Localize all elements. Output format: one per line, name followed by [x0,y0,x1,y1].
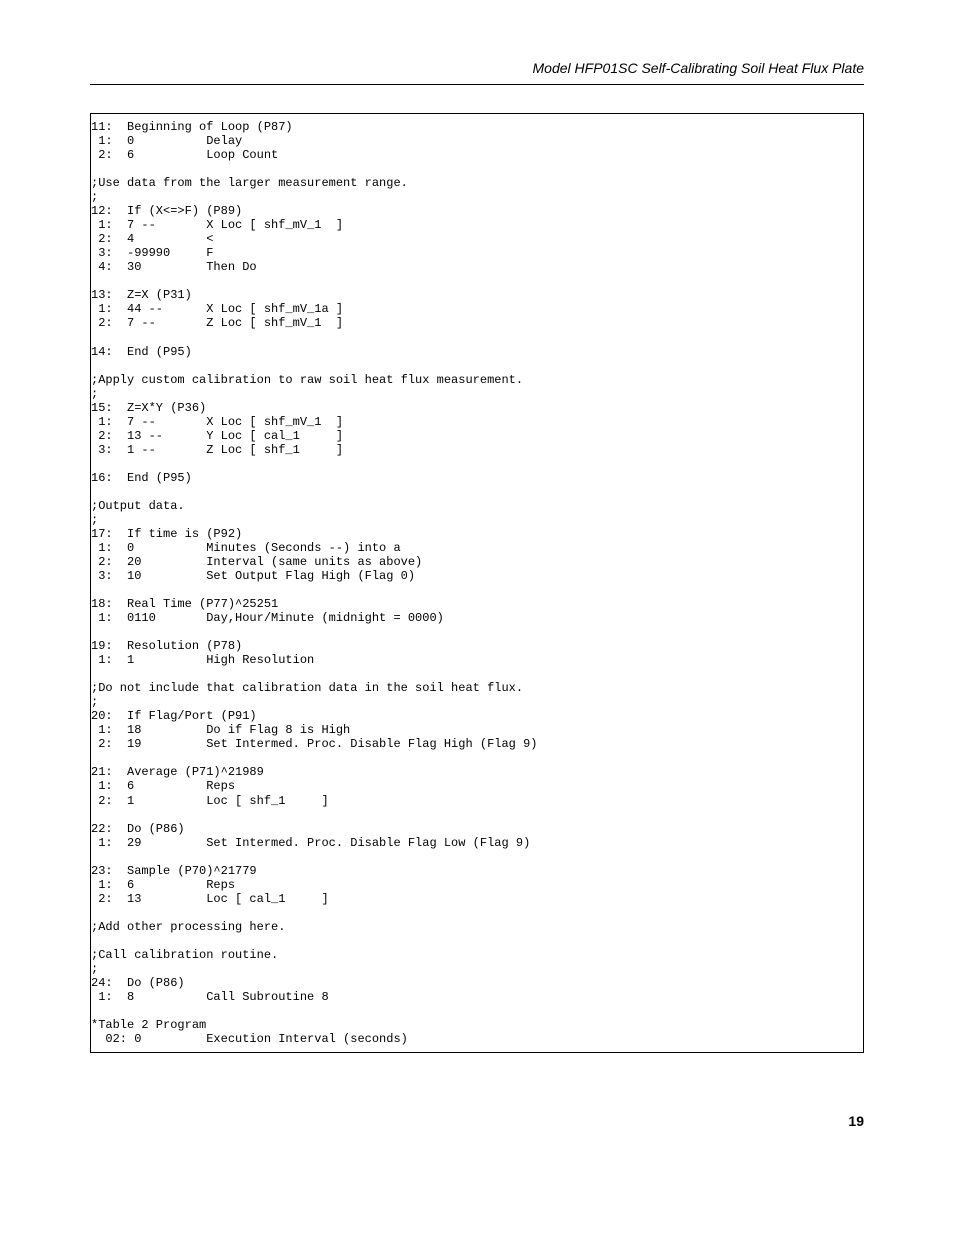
code-listing: 11: Beginning of Loop (P87) 1: 0 Delay 2… [90,113,864,1053]
page-container: Model HFP01SC Self-Calibrating Soil Heat… [0,0,954,1179]
header-rule [90,84,864,85]
page-number: 19 [90,1113,864,1129]
header-title: Model HFP01SC Self-Calibrating Soil Heat… [90,60,864,76]
